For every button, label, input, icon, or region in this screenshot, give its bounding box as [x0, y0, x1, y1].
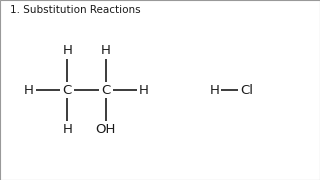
- Text: H: H: [24, 84, 34, 96]
- Text: 1. Substitution Reactions: 1. Substitution Reactions: [10, 5, 140, 15]
- Text: Cl: Cl: [240, 84, 253, 96]
- Text: H: H: [62, 44, 72, 57]
- Text: C: C: [63, 84, 72, 96]
- Text: C: C: [101, 84, 110, 96]
- Text: H: H: [210, 84, 219, 96]
- Text: OH: OH: [95, 123, 116, 136]
- Text: H: H: [62, 123, 72, 136]
- Text: H: H: [139, 84, 149, 96]
- Text: H: H: [101, 44, 110, 57]
